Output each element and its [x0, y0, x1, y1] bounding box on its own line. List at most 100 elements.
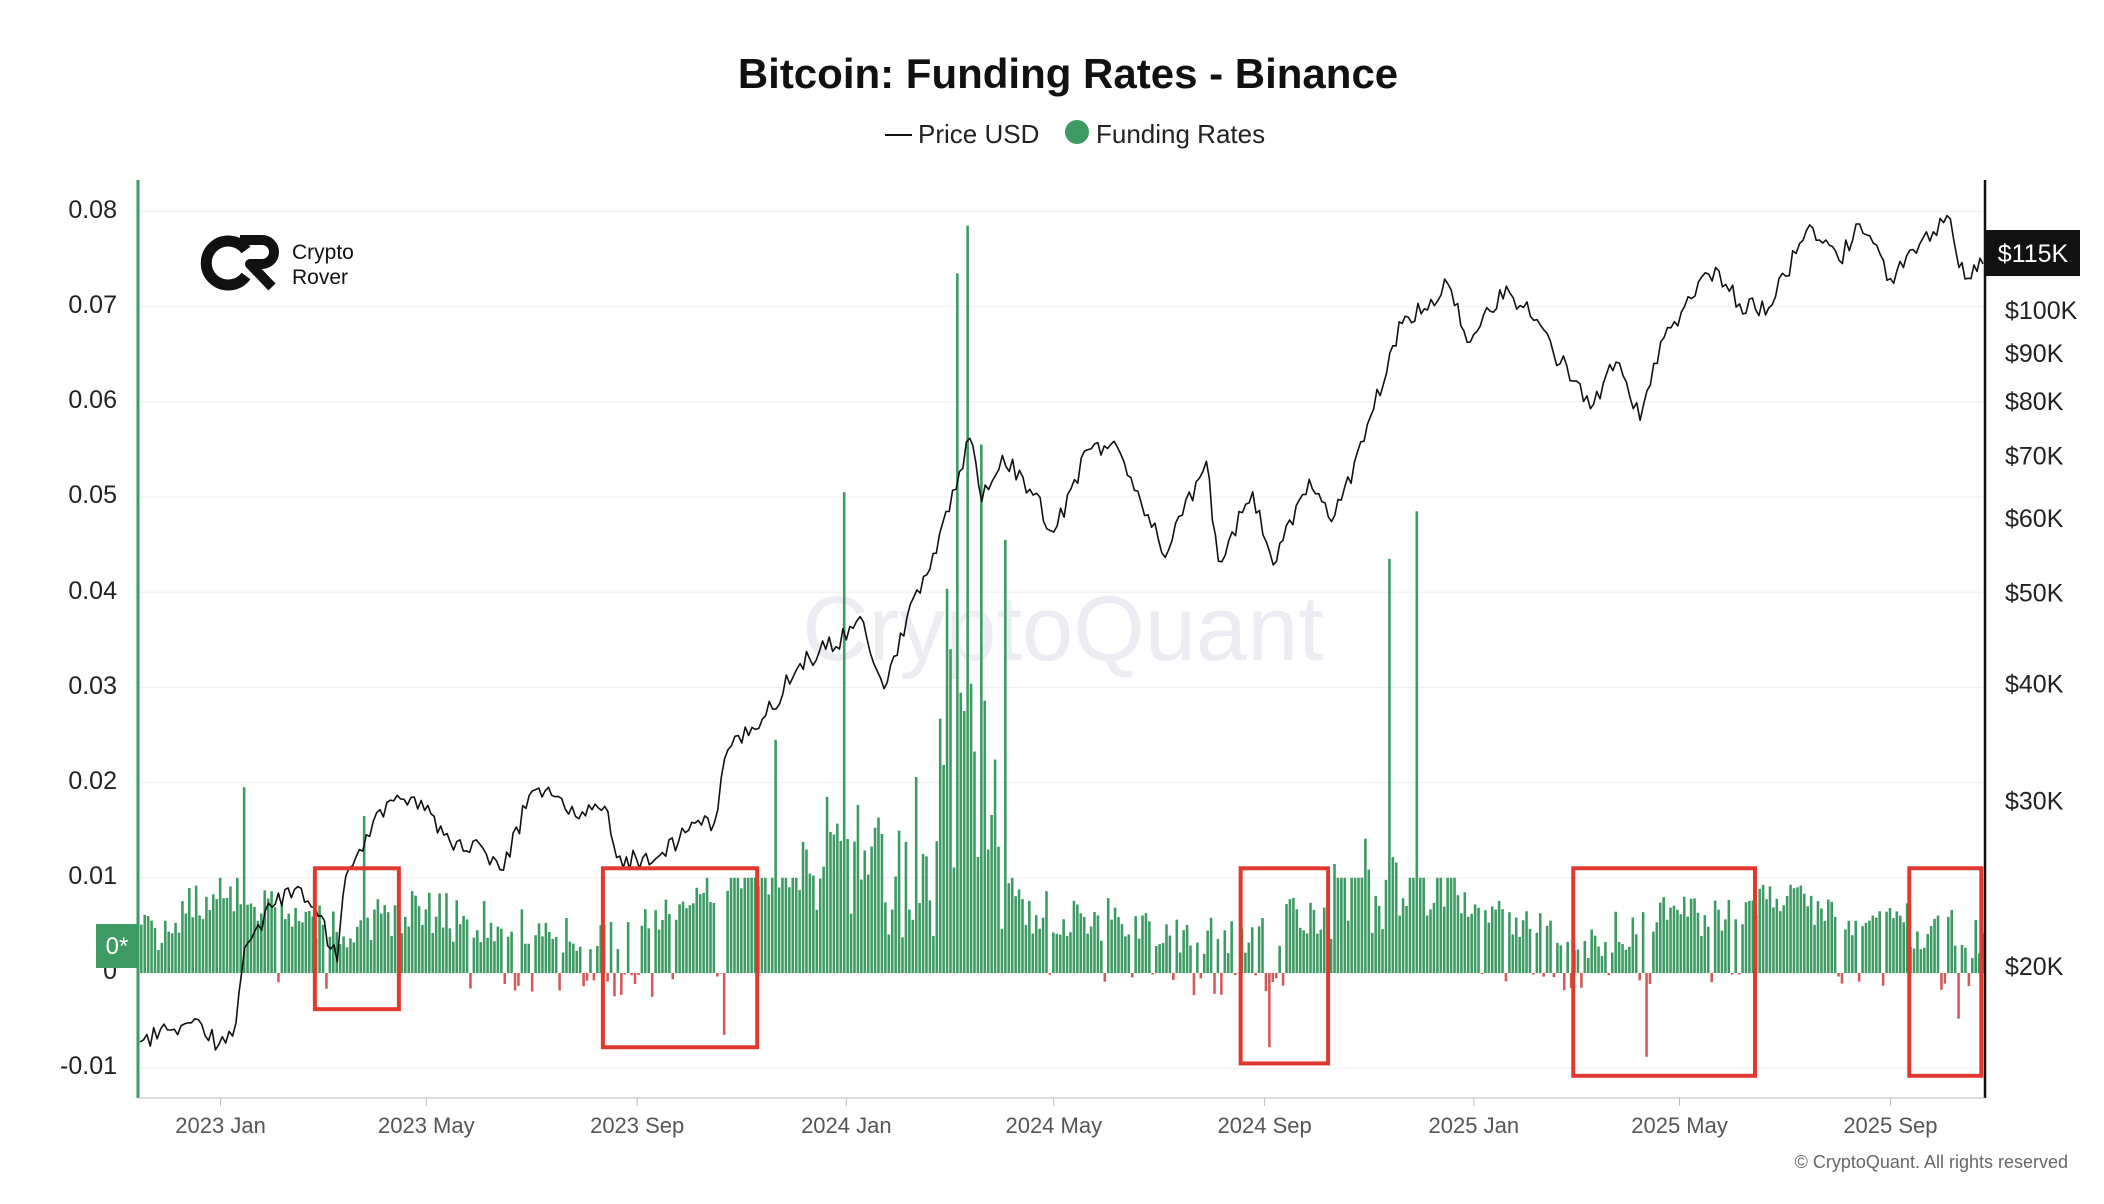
funding-rate-bar	[1717, 909, 1720, 973]
funding-rate-bar	[1569, 973, 1573, 988]
funding-rate-bar	[1658, 902, 1662, 973]
funding-rate-bar	[1737, 973, 1741, 975]
funding-rate-bar	[194, 885, 198, 973]
price-tick-label: $40K	[2005, 670, 2064, 698]
funding-rate-bar	[1412, 877, 1415, 973]
funding-rate-bar	[1141, 915, 1144, 973]
funding-rate-bar	[434, 916, 438, 973]
funding-rate-bar	[1895, 911, 1899, 973]
funding-rate-bar	[1628, 946, 1631, 973]
funding-rate-bar	[1007, 883, 1011, 973]
funding-rate-bar	[383, 905, 387, 973]
funding-rate-bar	[1093, 912, 1096, 973]
funding-rate-bar	[1220, 973, 1223, 995]
funding-rate-bar	[1216, 938, 1220, 973]
funding-rate-bar	[1100, 940, 1103, 973]
funding-rate-bar	[1902, 922, 1905, 973]
funding-rate-bar	[489, 922, 493, 973]
left-y-axis: 0.08 0.07 0.06 0.05 0.04 0.03 0.02 0.01 …	[60, 196, 117, 1080]
funding-rate-bar	[969, 683, 973, 973]
current-price-badge: $115K	[1986, 230, 2080, 277]
funding-rate-bar	[585, 973, 589, 981]
funding-rate-bar	[1425, 915, 1429, 973]
funding-rate-bar	[1607, 973, 1611, 976]
funding-rate-bar	[280, 902, 284, 973]
legend-funding-label[interactable]: Funding Rates	[1096, 119, 1265, 149]
funding-rate-bar	[760, 877, 764, 973]
funding-rate-bar	[503, 973, 507, 984]
funding-rate-bar	[873, 827, 877, 973]
funding-rate-bar	[1761, 884, 1765, 973]
funding-rate-bar	[1703, 915, 1707, 973]
funding-rate-bar	[897, 830, 901, 973]
funding-rate-bar	[1230, 921, 1233, 973]
funding-rate-bar	[284, 919, 287, 973]
funding-rate-bar	[1665, 919, 1669, 973]
funding-rate-bar	[1892, 918, 1895, 973]
funding-rate-bar	[918, 903, 921, 973]
funding-rate-bar	[1096, 915, 1100, 973]
highlight-box	[600, 866, 760, 1050]
funding-rate-bar	[620, 973, 623, 995]
funding-rate-bar	[1782, 905, 1785, 973]
funding-rate-bar	[1590, 929, 1593, 973]
funding-rate-bar	[1785, 895, 1789, 973]
funding-rate-bar	[1638, 973, 1641, 981]
funding-rate-bar	[1161, 942, 1165, 973]
funding-rate-bar	[517, 973, 520, 986]
funding-rate-bar	[726, 890, 729, 973]
funding-rate-bar	[1346, 920, 1350, 973]
funding-rate-bar	[1028, 901, 1031, 973]
funding-rate-bar	[297, 920, 301, 973]
funding-rate-bar	[345, 947, 349, 973]
funding-rate-bar	[551, 938, 555, 973]
funding-rate-bar	[908, 909, 911, 973]
funding-rate-bar	[1511, 934, 1515, 973]
funding-rate-bar	[534, 935, 537, 973]
funding-rate-bar	[1501, 909, 1504, 973]
funding-rate-bar	[1340, 877, 1343, 973]
funding-rate-bar	[1614, 911, 1617, 973]
funding-rate-bar	[506, 936, 510, 973]
funding-rate-bar	[1370, 932, 1374, 973]
funding-rate-bar	[1521, 920, 1525, 973]
funding-rate-bar	[1004, 539, 1007, 973]
funding-rate-bar	[1377, 905, 1381, 973]
funding-rate-bar	[1058, 934, 1062, 973]
funding-rate-bar	[812, 875, 815, 973]
funding-rate-bar	[554, 936, 558, 973]
funding-rate-bar	[1268, 973, 1271, 1048]
funding-rate-bar	[1117, 917, 1120, 973]
funding-rate-bar	[770, 877, 774, 973]
funding-rate-bar	[1480, 973, 1484, 974]
funding-rate-bar	[1597, 946, 1600, 973]
funding-rate-bar	[688, 905, 692, 973]
funding-rate-bar	[832, 834, 836, 973]
funding-rate-bar	[1878, 911, 1881, 973]
funding-rate-bar	[1223, 930, 1227, 973]
price-tick-label: $70K	[2005, 442, 2064, 470]
funding-rate-bar	[188, 888, 191, 973]
price-tick-label: $60K	[2005, 505, 2064, 533]
x-axis: 2023 Jan 2023 May 2023 Sep 2024 Jan 2024…	[175, 1113, 1937, 1138]
funding-rate-bar	[1833, 916, 1837, 973]
funding-rate-bar	[781, 877, 784, 973]
funding-rate-bar	[1484, 910, 1487, 973]
funding-rate-bar	[1429, 909, 1432, 973]
funding-rate-bar	[1528, 928, 1532, 973]
funding-rate-bar	[640, 925, 644, 973]
legend-price-label[interactable]: Price USD	[918, 119, 1039, 149]
funding-rate-bar	[681, 901, 685, 973]
funding-rate-bar	[335, 931, 339, 973]
funding-rate-bar	[486, 937, 489, 973]
funding-rate-bar	[1929, 926, 1933, 973]
funding-rate-bar	[1165, 924, 1168, 973]
funding-rate-bar	[668, 913, 671, 973]
funding-rate-bar	[644, 909, 647, 973]
highlight-boxes	[312, 866, 1984, 1078]
funding-rate-bar	[678, 904, 681, 973]
legend: Price USD Funding Rates	[885, 119, 1265, 149]
funding-rate-bar	[1353, 877, 1357, 973]
funding-rate-bar	[719, 973, 723, 974]
funding-rate-bar	[1700, 935, 1703, 973]
